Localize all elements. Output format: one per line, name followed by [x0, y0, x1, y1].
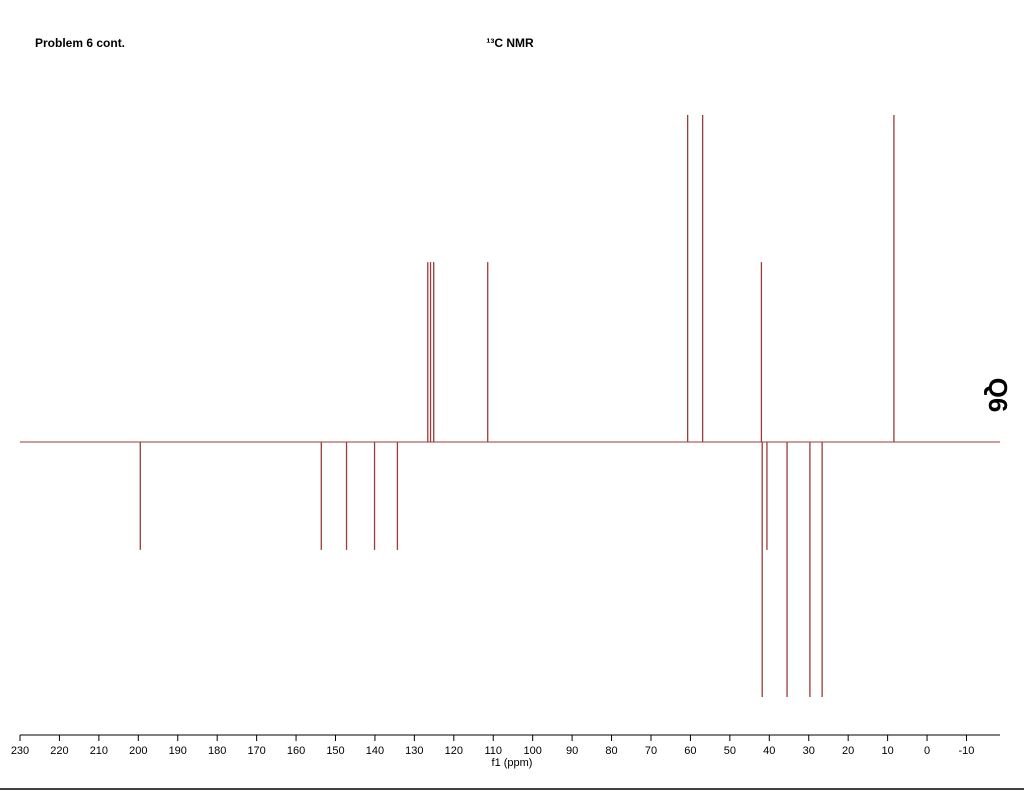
x-tick-label: 200 — [129, 745, 147, 757]
x-tick-label: 30 — [803, 745, 815, 757]
x-tick-label: 10 — [881, 745, 893, 757]
x-tick-label: 40 — [763, 745, 775, 757]
x-tick-label: 170 — [247, 745, 265, 757]
x-tick-label: 190 — [169, 745, 187, 757]
x-tick-label: 50 — [724, 745, 736, 757]
x-tick-label: 90 — [566, 745, 578, 757]
x-tick-label: 140 — [366, 745, 384, 757]
x-tick-label: 100 — [523, 745, 541, 757]
x-tick-label: 210 — [90, 745, 108, 757]
page-note: Problem 6 cont. — [35, 36, 125, 50]
x-tick-label: 120 — [445, 745, 463, 757]
x-tick-label: 110 — [484, 745, 502, 757]
x-tick-label: 180 — [208, 745, 226, 757]
x-tick-label: 160 — [287, 745, 305, 757]
x-tick-label: 150 — [326, 745, 344, 757]
chart-title: ¹³C NMR — [486, 36, 534, 50]
x-tick-label: 80 — [605, 745, 617, 757]
x-tick-label: 20 — [842, 745, 854, 757]
x-tick-label: 60 — [684, 745, 696, 757]
x-tick-label: 230 — [11, 745, 29, 757]
x-tick-label: -10 — [959, 745, 975, 757]
x-tick-label: 130 — [405, 745, 423, 757]
x-tick-label: 220 — [50, 745, 68, 757]
x-tick-label: 0 — [924, 745, 930, 757]
x-axis-label: f1 (ppm) — [492, 757, 533, 769]
question-label: Q6 — [983, 378, 1013, 413]
x-tick-label: 70 — [645, 745, 657, 757]
